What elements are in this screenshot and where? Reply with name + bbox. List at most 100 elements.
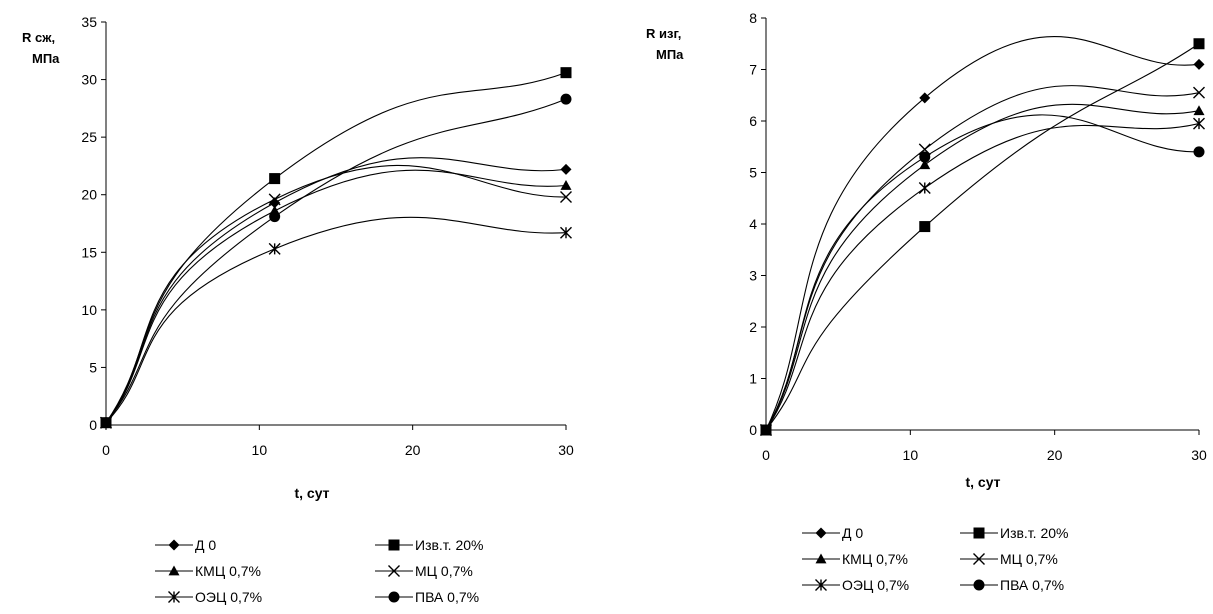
legend-entry: Д 0	[802, 525, 863, 541]
series-line	[105, 98, 567, 424]
series-line	[105, 169, 567, 424]
series-кмц-0-7	[100, 169, 572, 428]
marker-point	[269, 197, 281, 209]
x-tick-label: 10	[903, 447, 919, 463]
legend-entry: ПВА 0,7%	[960, 577, 1064, 593]
marker-point	[269, 173, 281, 185]
marker-legend	[388, 565, 400, 577]
y-axis-label: R сж,	[22, 30, 55, 45]
series-изв-т-20	[100, 67, 572, 429]
series-мц-0-7	[100, 165, 572, 429]
marker-point	[918, 181, 931, 194]
y-tick-label: 30	[81, 72, 97, 88]
legend-label: Д 0	[842, 525, 863, 541]
marker-point	[100, 417, 112, 429]
marker-point	[560, 163, 572, 175]
marker-point	[268, 193, 281, 206]
marker-legend	[388, 591, 400, 603]
y-tick-label: 15	[81, 244, 97, 260]
marker-point	[560, 180, 572, 190]
marker-point	[919, 151, 931, 163]
marker-legend	[815, 527, 827, 539]
marker-legend	[815, 553, 827, 564]
y-tick-label: 7	[749, 62, 757, 78]
marker-point	[560, 93, 572, 105]
legend-entry: ОЭЦ 0,7%	[155, 589, 262, 605]
series-line	[765, 103, 1200, 431]
marker-legend	[973, 527, 985, 539]
y-tick-label: 0	[749, 422, 757, 438]
y-tick-label: 25	[81, 129, 97, 145]
legend-entry: ПВА 0,7%	[375, 589, 479, 605]
marker-point	[1193, 86, 1205, 99]
x-tick-label: 0	[102, 442, 110, 458]
compressive-strength-chart: 0 5 10 15 20 25 30 35 0 10 20 30 R сж, МПа t, сут Д 0 Из…	[22, 14, 574, 605]
flexural-strength-chart: 0 1 2 3 4 5 6 7 8 0 10 20 30 R изг, МПа t, сут Д 0 Изв.т.…	[646, 10, 1207, 593]
y-tick-label: 2	[749, 319, 757, 335]
series-line	[765, 36, 1200, 431]
legend-label: КМЦ 0,7%	[195, 563, 261, 579]
series-пва-0-7	[100, 93, 572, 429]
marker-point	[560, 191, 572, 204]
y-tick-label: 8	[749, 10, 757, 26]
marker-legend	[168, 539, 180, 551]
y-tick-label: 1	[749, 371, 757, 387]
marker-point	[560, 226, 572, 239]
marker-legend	[168, 591, 180, 603]
legend-entry: МЦ 0,7%	[960, 551, 1058, 567]
series-line	[765, 85, 1200, 431]
legend-entry: Д 0	[155, 537, 216, 553]
legend-entry: КМЦ 0,7%	[155, 563, 261, 579]
legend-label: Д 0	[195, 537, 216, 553]
series-оэц-0-7	[760, 117, 1205, 436]
marker-point	[560, 67, 572, 79]
marker-point	[1193, 105, 1205, 116]
series-line	[105, 216, 567, 424]
x-tick-label: 10	[252, 442, 268, 458]
legend-label: Изв.т. 20%	[415, 537, 483, 553]
x-tick-label: 30	[1191, 447, 1207, 463]
marker-legend	[168, 565, 180, 576]
legend-label: ПВА 0,7%	[415, 589, 479, 605]
marker-point	[1193, 58, 1205, 70]
marker-point	[919, 159, 931, 170]
marker-point	[760, 424, 772, 436]
y-axis-label: МПа	[656, 47, 684, 62]
legend-label: ОЭЦ 0,7%	[195, 589, 262, 605]
series-line	[765, 43, 1200, 431]
marker-legend	[815, 579, 827, 591]
marker-point	[1193, 38, 1205, 50]
series-line	[105, 72, 567, 424]
legend-entry: ОЭЦ 0,7%	[802, 577, 909, 593]
legend-label: Изв.т. 20%	[1000, 525, 1068, 541]
series-пва-0-7	[760, 114, 1205, 436]
y-tick-label: 10	[81, 302, 97, 318]
marker-legend	[973, 579, 985, 591]
legend-label: КМЦ 0,7%	[842, 551, 908, 567]
series-д-0	[760, 36, 1205, 436]
legend-label: ОЭЦ 0,7%	[842, 577, 909, 593]
marker-legend	[973, 553, 985, 565]
legend-entry: Изв.т. 20%	[375, 537, 483, 553]
y-tick-label: 6	[749, 113, 757, 129]
marker-point	[1193, 146, 1205, 158]
y-tick-label: 4	[749, 216, 757, 232]
x-tick-label: 0	[762, 447, 770, 463]
x-tick-label: 30	[558, 442, 574, 458]
series-д-0	[100, 157, 572, 429]
marker-point	[269, 211, 281, 223]
series-line	[105, 165, 567, 424]
legend: Д 0 Изв.т. 20% КМЦ 0,7% МЦ 0,7% ОЭЦ 0,7% ПВА …	[802, 525, 1068, 593]
y-axis-label: R изг,	[646, 26, 681, 41]
y-tick-label: 5	[749, 165, 757, 181]
marker-point	[268, 242, 281, 255]
series-кмц-0-7	[760, 103, 1205, 435]
marker-legend	[388, 539, 400, 551]
y-tick-label: 5	[89, 359, 97, 375]
x-tick-label: 20	[1047, 447, 1063, 463]
series-изв-т-20	[760, 38, 1205, 436]
y-tick-label: 35	[81, 14, 97, 30]
legend-entry: Изв.т. 20%	[960, 525, 1068, 541]
legend: Д 0 Изв.т. 20% КМЦ 0,7% МЦ 0,7% ОЭЦ 0,7% ПВА …	[155, 537, 483, 605]
